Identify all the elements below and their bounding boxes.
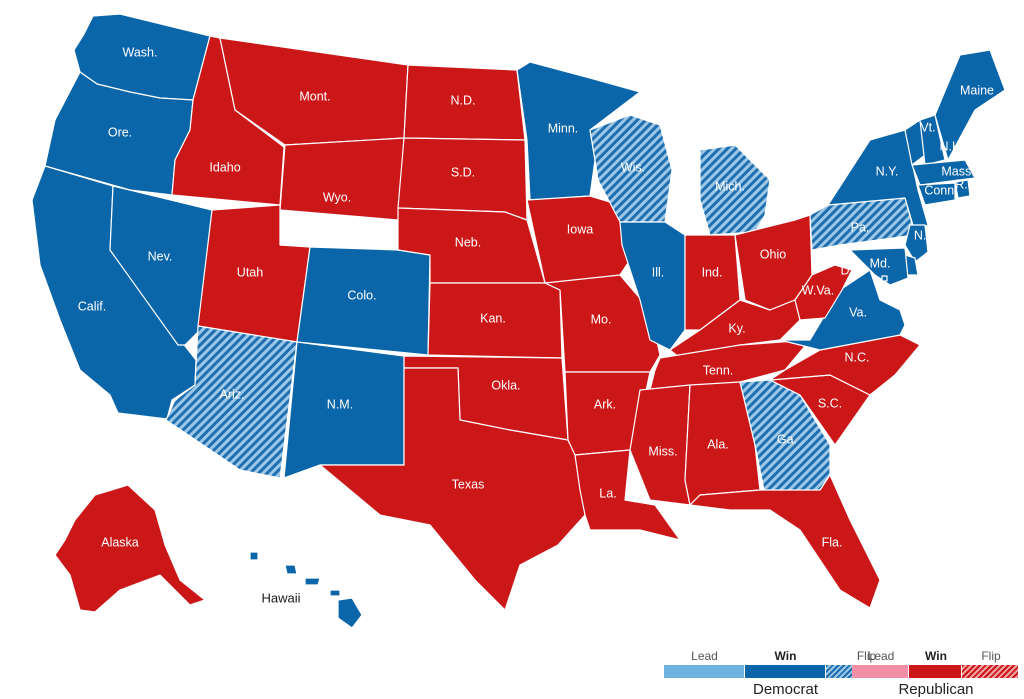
state-mich[interactable] [699, 144, 771, 236]
state-label-wva: W.Va. [802, 283, 834, 297]
state-label-alaska: Alaska [101, 535, 139, 549]
state-label-idaho: Idaho [209, 160, 240, 174]
state-label-ga: Ga. [777, 432, 797, 446]
state-nh[interactable] [919, 114, 946, 166]
state-label-la: La. [599, 486, 616, 500]
state-label-ri: R.I. [955, 177, 974, 191]
state-fla[interactable] [689, 474, 881, 609]
state-dc[interactable] [881, 275, 888, 282]
state-label-ariz: Ariz. [220, 387, 245, 401]
legend-democrat-win-swatch [745, 665, 825, 678]
state-label-miss: Miss. [648, 444, 677, 458]
state-label-del: Del. [933, 262, 955, 276]
state-label-nh: N.H. [940, 139, 965, 153]
legend-republican-win-label: Win [925, 649, 947, 663]
state-label-nd: N.D. [451, 93, 476, 107]
state-label-ala: Ala. [707, 437, 729, 451]
legend-republican-flip-swatch [962, 665, 1018, 678]
state-label-fla: Fla. [822, 535, 843, 549]
legend-republican-party: Republican [898, 681, 974, 698]
state-label-colo: Colo. [347, 288, 376, 302]
state-label-minn: Minn. [548, 121, 579, 135]
state-tenn[interactable] [649, 339, 811, 391]
states-layer [31, 13, 1006, 629]
state-wyo[interactable] [279, 137, 405, 221]
legend-republican-flip-label: Flip [981, 649, 1001, 663]
state-label-texas: Texas [452, 477, 485, 491]
state-label-maine: Maine [960, 83, 994, 97]
state-ariz[interactable] [165, 325, 298, 479]
state-label-okla: Okla. [491, 378, 520, 392]
state-label-calif: Calif. [78, 299, 106, 313]
legend-republican-win-swatch [909, 665, 961, 678]
state-label-tenn: Tenn. [703, 363, 734, 377]
state-label-sd: S.D. [451, 165, 475, 179]
legend-democrat-lead-swatch [664, 665, 744, 678]
state-label-utah: Utah [237, 265, 263, 279]
state-mass[interactable] [911, 159, 976, 186]
state-label-ohio: Ohio [760, 247, 786, 261]
state-label-va: Va. [849, 305, 867, 319]
state-label-nm: N.M. [327, 397, 353, 411]
state-hawaii[interactable] [249, 551, 363, 629]
state-alaska[interactable] [54, 484, 206, 613]
state-label-hawaii: Hawaii [261, 590, 300, 605]
state-label-vt: Vt. [920, 120, 935, 134]
state-la[interactable] [574, 449, 681, 541]
state-label-ny: N.Y. [876, 164, 899, 178]
state-conn[interactable] [917, 182, 956, 206]
state-label-dc: D.C. [841, 263, 866, 277]
state-kan[interactable] [427, 282, 563, 359]
state-label-pa: Pa. [851, 220, 870, 234]
state-label-conn: Conn. [924, 183, 957, 197]
state-label-md: Md. [870, 256, 891, 270]
state-label-wash: Wash. [123, 45, 158, 59]
legend-democrat-party: Democrat [752, 681, 819, 698]
state-label-mo: Mo. [591, 312, 612, 326]
state-nj[interactable] [904, 224, 929, 263]
state-mo[interactable] [544, 274, 661, 373]
state-label-neb: Neb. [455, 235, 481, 249]
state-label-wyo: Wyo. [323, 190, 351, 204]
state-label-iowa: Iowa [567, 222, 593, 236]
labels-layer: Wash. Ore. Calif. Nev. Idaho Mont. Wyo. Utah Col… [78, 45, 994, 605]
state-texas[interactable] [319, 367, 586, 611]
legend-democrat-win-label: Win [774, 649, 797, 663]
state-label-nj: N.J. [914, 228, 936, 242]
state-label-ind: Ind. [702, 265, 723, 279]
legend-democrat-flip-label: Flip [856, 649, 877, 663]
state-label-ark: Ark. [594, 397, 616, 411]
legend-republican: Lead Win Flip Republican [852, 649, 1020, 698]
state-maine[interactable] [934, 49, 1006, 161]
state-wva[interactable] [794, 264, 853, 321]
state-label-mont: Mont. [299, 89, 330, 103]
state-label-nc: N.C. [845, 350, 870, 364]
state-ri[interactable] [954, 179, 971, 199]
state-label-sc: S.C. [818, 396, 842, 410]
state-label-mich: Mich. [715, 179, 745, 193]
state-label-ore: Ore. [108, 125, 132, 139]
state-md[interactable] [849, 247, 909, 286]
state-label-wis: Wis. [621, 160, 645, 174]
state-label-ill: Ill. [652, 265, 665, 279]
state-ny[interactable] [827, 129, 929, 233]
state-label-nev: Nev. [148, 249, 173, 263]
state-label-ky: Ky. [728, 321, 745, 335]
legend-democrat-lead-label: Lead [691, 649, 718, 663]
state-label-kan: Kan. [480, 311, 506, 325]
legend-republican-lead-swatch [852, 665, 908, 678]
legend-republican-lead-label: Lead [867, 649, 895, 663]
state-label-mass: Mass. [941, 164, 974, 178]
